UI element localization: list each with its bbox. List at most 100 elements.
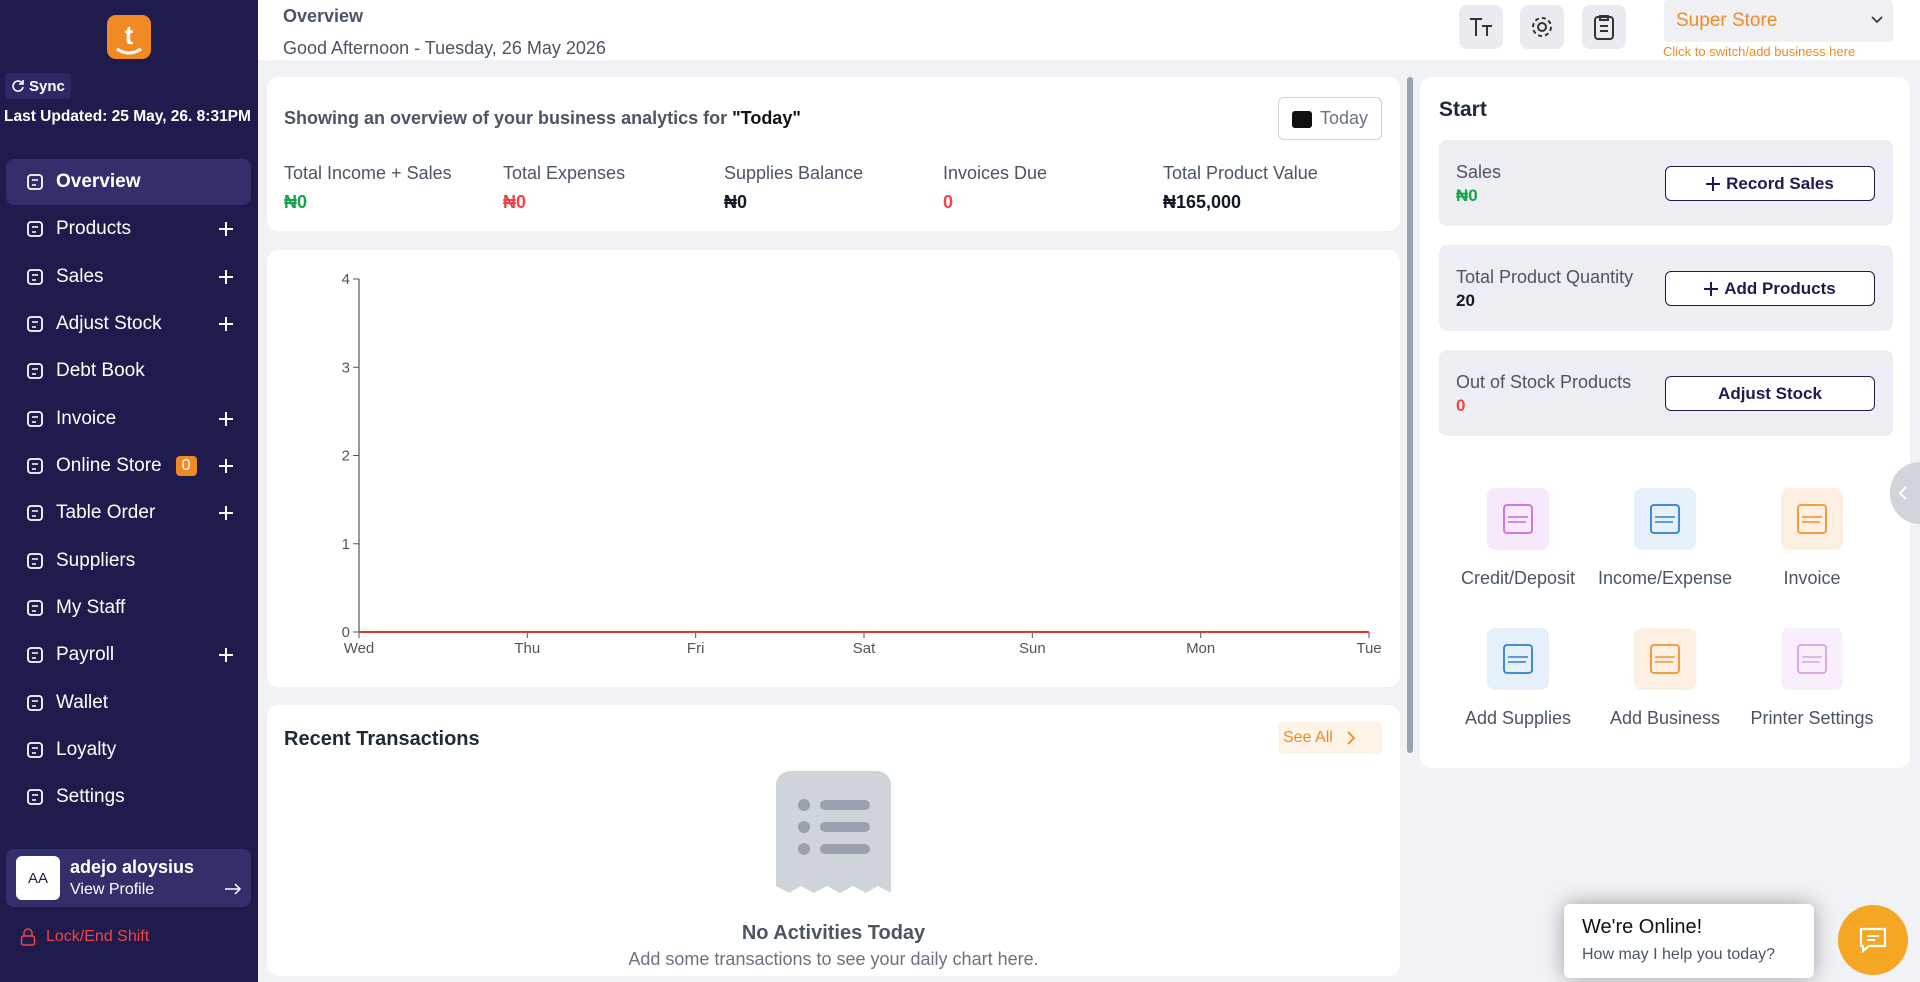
shortcut[interactable]: Printer Settings [1737,628,1887,748]
shortcut[interactable]: Credit/Deposit [1443,488,1593,608]
svg-text:t: t [125,20,134,50]
start-action[interactable]: Record Sales [1665,166,1875,201]
y-tick-label: 4 [342,271,350,288]
icon-shape [27,458,43,474]
shortcut[interactable]: Add Business [1590,628,1740,748]
icon-shape [27,411,43,427]
settings-button[interactable] [1520,5,1564,49]
icon-lines [32,605,38,612]
icon [27,411,43,427]
plus-shape [1706,176,1721,191]
profile-name: adejo aloysius [70,857,195,877]
icon [27,316,43,332]
icon-lines [32,700,38,707]
menu-item[interactable]: Payroll [6,632,251,678]
menu-label: Products [56,218,131,239]
icon [27,742,43,758]
period-filter[interactable]: Today [1278,97,1382,140]
page-title: Overview [283,6,364,26]
x-tick-label: Sat [853,640,876,657]
sync-button[interactable]: Sync [5,73,71,99]
menu-item[interactable]: Wallet [6,680,251,726]
icon-lines [32,179,38,186]
icon [27,553,43,569]
store-select[interactable]: Super Store [1664,0,1893,42]
icon [27,458,43,474]
menu-label: Loyalty [56,739,117,760]
menu-item[interactable]: Loyalty [6,727,251,773]
icon [1797,644,1827,674]
stat-value: ₦0 [284,192,308,212]
stat-label: Total Expenses [503,163,626,183]
icon-lines [1508,656,1528,663]
x-tick-label: Thu [514,640,540,657]
icon [27,363,43,379]
menu-label: Sales [56,266,104,287]
icon-lines [1508,516,1528,523]
plus-shape [219,506,233,520]
scrollbar[interactable] [1407,77,1413,753]
icon-lines [1655,656,1675,663]
start-box: Sales ₦0 Record Sales [1439,140,1893,226]
chevron-down [1871,16,1883,24]
icon [27,647,43,663]
plus-icon [1704,281,1719,296]
lock-shift[interactable]: Lock/End Shift [20,928,149,946]
icon-shape [1797,504,1827,534]
icon-shape [27,789,43,805]
see-all-label: See All [1283,729,1333,746]
icon-shape [27,742,43,758]
start-action[interactable]: Adjust Stock [1665,376,1875,411]
plus-icon [219,648,233,662]
profile-card[interactable]: AA adejo aloysius View Profile [6,849,251,907]
icon-shape [27,647,43,663]
store-name: Super Store [1676,10,1778,31]
font-size-button[interactable] [1459,5,1503,49]
y-tick-label: 1 [342,536,350,553]
icon-lines [32,368,38,375]
menu-label: Debt Book [56,360,145,381]
chat-icon [1859,927,1887,953]
see-all-button[interactable]: See All [1278,722,1382,754]
logo[interactable]: t [107,15,151,59]
menu-item[interactable]: Adjust Stock [6,301,251,347]
icon-shape [27,316,43,332]
chart-card: 0 1 2 3 4 Wed Thu Fri Sat Sun Mon Tue [267,250,1400,687]
menu-item[interactable]: Sales [6,254,251,300]
menu-label: Overview [56,171,141,192]
menu-item[interactable]: Overview [6,159,251,205]
lock-icon [20,928,36,946]
profile-link[interactable]: View Profile [70,881,155,898]
icon-shape [27,269,43,285]
clipboard-button[interactable] [1582,5,1626,49]
menu-item[interactable]: Table Order [6,490,251,536]
start-label: Total Product Quantity [1456,267,1634,287]
chat-button[interactable] [1838,905,1908,975]
shortcut[interactable]: Income/Expense [1590,488,1740,608]
menu-item[interactable]: Online Store 0 [6,443,251,489]
start-action-label: Record Sales [1726,173,1834,193]
icon [27,789,43,805]
start-box: Total Product Quantity 20 Add Products [1439,245,1893,331]
intro-text: Showing an overview of your business ana… [284,108,733,128]
menu-item[interactable]: Products [6,206,251,252]
shortcut-label: Income/Expense [1597,568,1733,588]
icon [1650,504,1680,534]
menu-item[interactable]: My Staff [6,585,251,631]
icon-lines [32,652,38,659]
shortcut[interactable]: Invoice [1737,488,1887,608]
menu-item[interactable]: Invoice [6,396,251,442]
menu-item[interactable]: Debt Book [6,348,251,394]
chat-bubble[interactable]: We're Online! How may I help you today? [1564,904,1814,978]
icon-shape [27,553,43,569]
menu-item[interactable]: Settings [6,774,251,820]
y-tick-label: 0 [342,624,350,641]
lock-label: Lock/End Shift [46,928,150,945]
shortcut[interactable]: Add Supplies [1443,628,1593,748]
filter-label: Today [1319,108,1369,128]
empty-title: No Activities Today [741,922,926,944]
menu-item[interactable]: Suppliers [6,538,251,584]
icon-lines [32,558,38,565]
start-action[interactable]: Add Products [1665,271,1875,306]
